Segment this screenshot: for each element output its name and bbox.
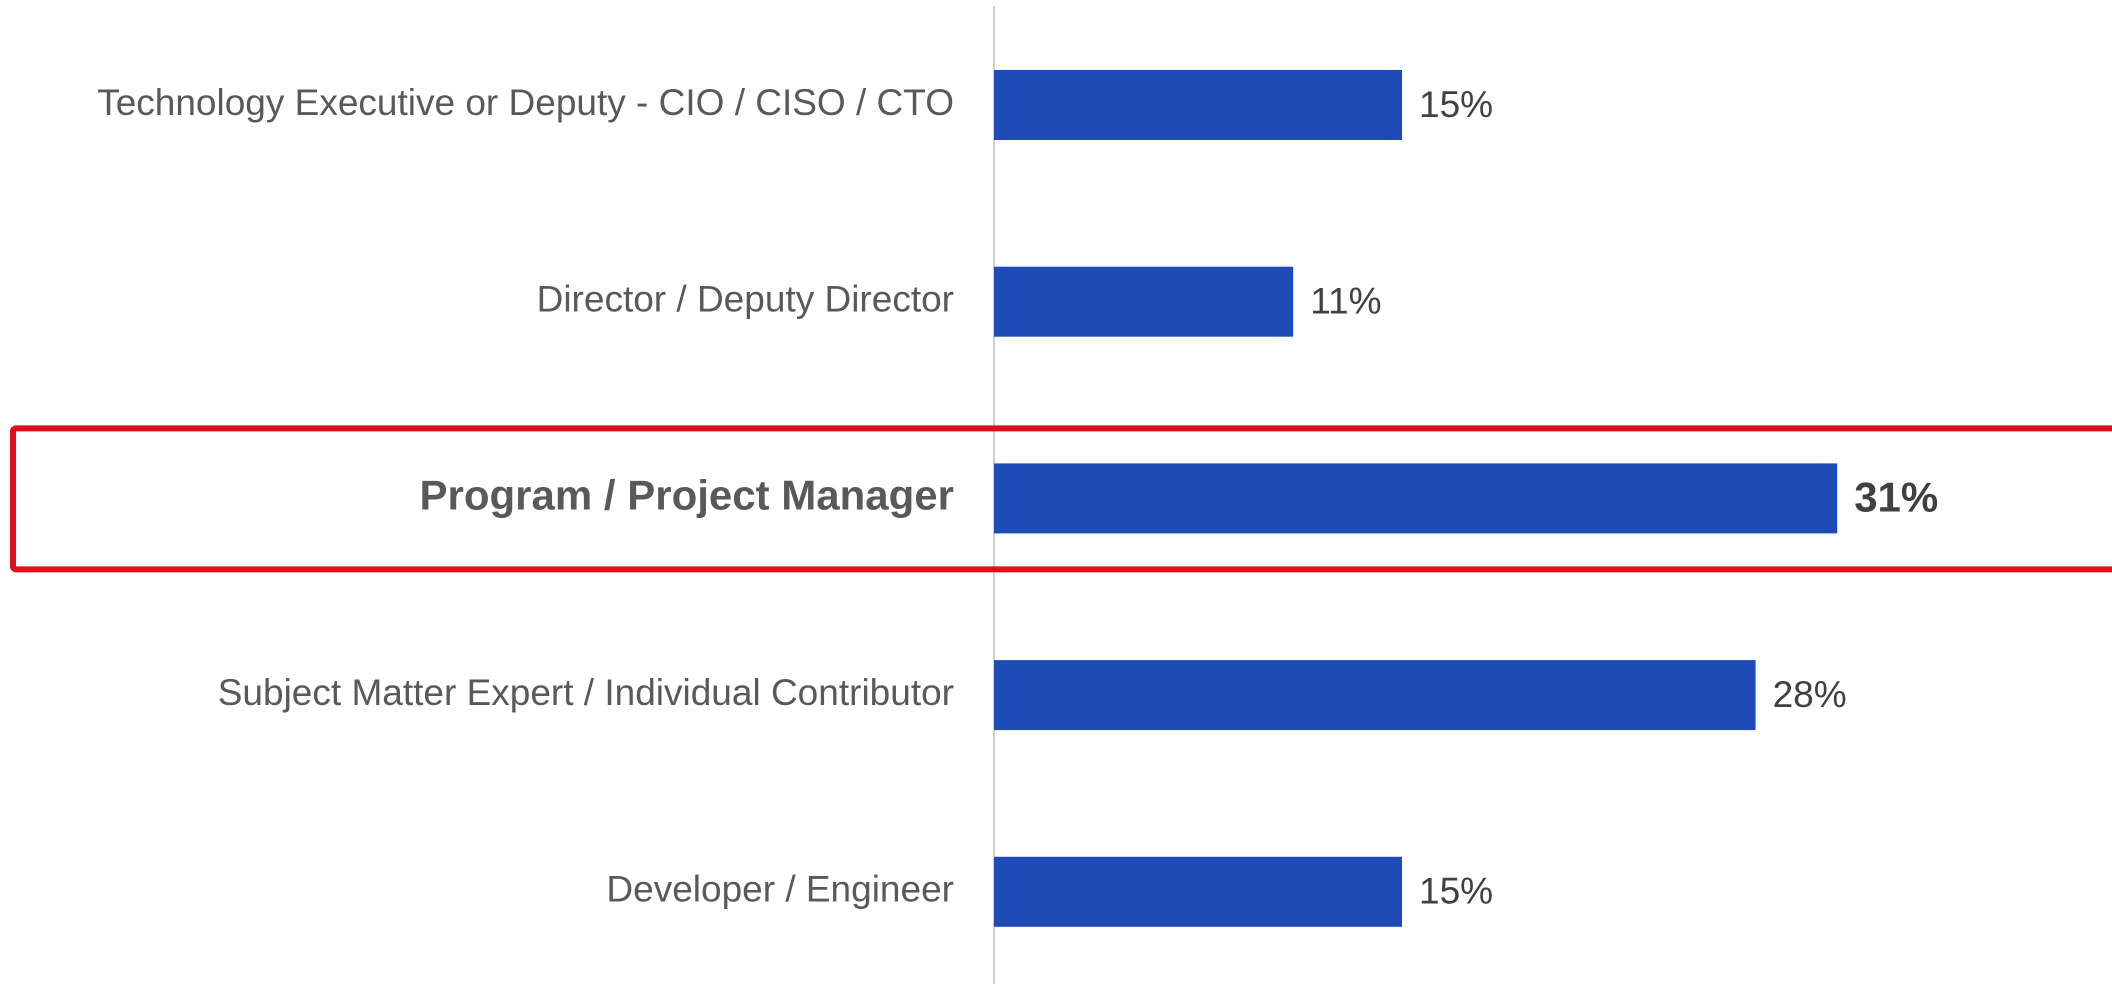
bar [994, 660, 1756, 731]
highlight-box [10, 425, 2112, 573]
category-label: Director / Deputy Director [537, 278, 954, 319]
bar [994, 70, 1402, 140]
bar [994, 463, 1838, 534]
value-label: 15% [1419, 84, 1493, 125]
category-label: Subject Matter Expert / Individual Contr… [218, 672, 954, 713]
category-label: Program / Project Manager [420, 471, 955, 518]
bar [994, 266, 1294, 337]
value-label: 15% [1419, 871, 1493, 912]
value-label: 31% [1854, 473, 1938, 520]
value-label: 28% [1773, 674, 1847, 715]
category-label: Technology Executive or Deputy - CIO / C… [97, 82, 954, 123]
value-label: 11% [1310, 280, 1381, 321]
category-label: Developer / Engineer [606, 869, 954, 910]
bar [994, 856, 1402, 927]
